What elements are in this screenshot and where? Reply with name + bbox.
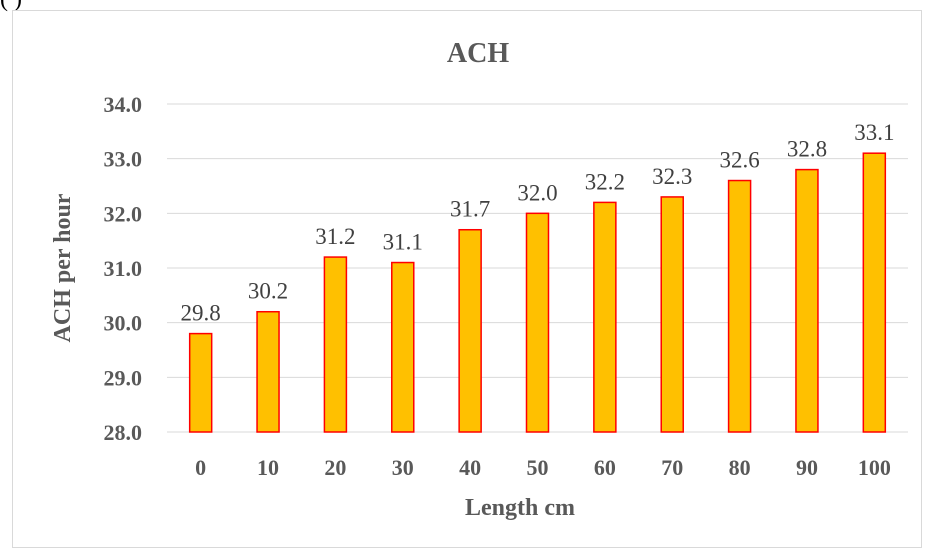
y-tick-label: 31.0 (104, 256, 143, 281)
x-tick-label: 20 (324, 455, 346, 480)
data-label: 32.3 (652, 164, 692, 189)
x-tick-label: 70 (661, 455, 683, 480)
bar (392, 263, 414, 432)
x-axis-ticks: 0 10 20 30 40 50 60 70 80 90 100 (195, 455, 891, 480)
x-tick-label: 40 (459, 455, 481, 480)
bar (594, 202, 616, 432)
x-tick-label: 80 (729, 455, 751, 480)
data-label: 32.8 (787, 137, 827, 162)
bar (796, 170, 818, 432)
x-tick-label: 30 (392, 455, 414, 480)
data-label: 30.2 (248, 279, 288, 304)
y-tick-label: 34.0 (104, 92, 143, 117)
x-tick-label: 0 (195, 455, 206, 480)
bar (324, 257, 346, 432)
bar (863, 153, 885, 432)
y-axis-title: ACH per hour (50, 193, 76, 342)
y-axis-ticks: 28.0 29.0 30.0 31.0 32.0 33.0 34.0 (104, 92, 143, 445)
x-tick-label: 90 (796, 455, 818, 480)
data-label: 33.1 (854, 120, 894, 145)
data-label: 32.2 (585, 169, 625, 194)
chart-title: ACH (447, 38, 509, 69)
x-tick-label: 50 (527, 455, 549, 480)
x-tick-label: 100 (858, 455, 891, 480)
x-axis-title: Length cm (465, 495, 575, 521)
bar (190, 334, 212, 432)
bar (661, 197, 683, 432)
y-tick-label: 29.0 (104, 365, 143, 390)
data-label: 31.2 (315, 224, 355, 249)
data-label: 31.7 (450, 197, 490, 222)
data-label: 32.0 (517, 180, 557, 205)
bar (527, 213, 549, 432)
x-tick-label: 10 (257, 455, 279, 480)
y-tick-label: 33.0 (104, 147, 143, 172)
bar (729, 181, 751, 432)
bar (257, 312, 279, 432)
data-label: 29.8 (181, 301, 221, 326)
y-tick-label: 30.0 (104, 311, 143, 336)
x-tick-label: 60 (594, 455, 616, 480)
data-label: 31.1 (383, 230, 423, 255)
data-label: 32.6 (719, 148, 759, 173)
y-tick-label: 28.0 (104, 420, 143, 445)
y-tick-label: 32.0 (104, 201, 143, 226)
bar (459, 230, 481, 432)
